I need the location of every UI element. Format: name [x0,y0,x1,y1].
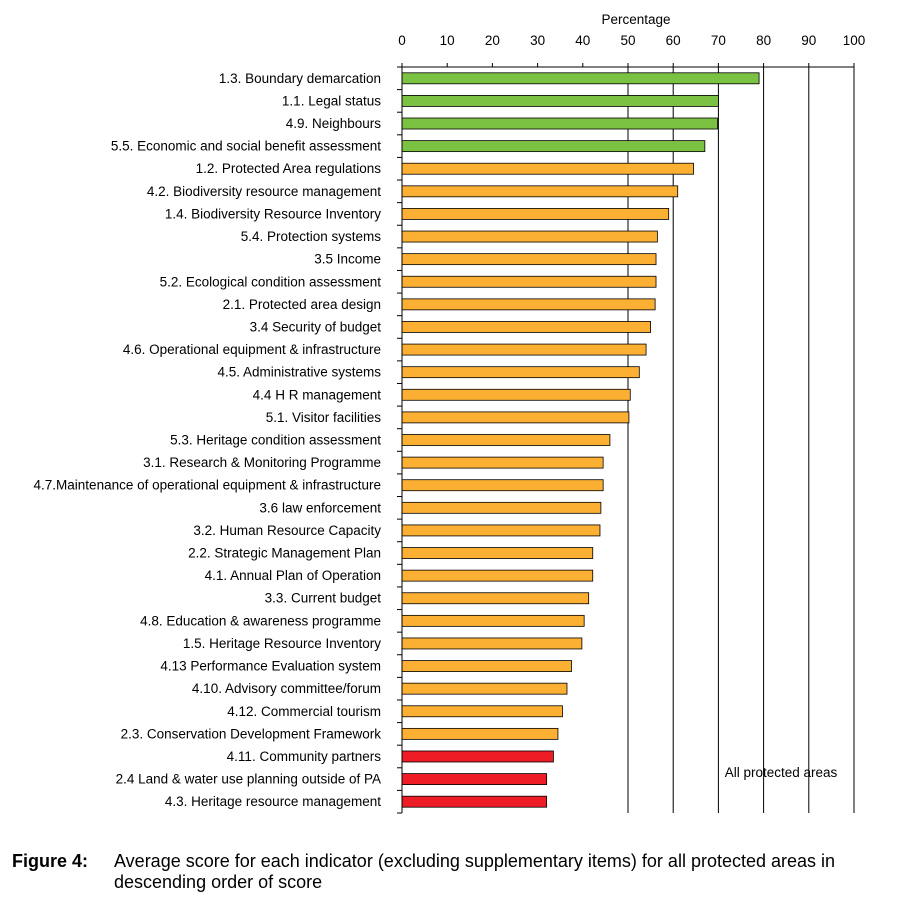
bar [401,208,670,220]
bar [401,569,594,582]
category-label: 3.2. Human Resource Capacity [193,523,381,538]
bars [401,72,760,808]
bar [401,117,718,130]
bar [401,275,657,288]
category-label: 3.4 Security of budget [250,319,382,334]
bar [401,366,640,379]
bar [401,162,694,175]
bar [401,727,559,740]
bar [401,298,656,311]
bar [401,614,585,627]
category-label: 1.1. Legal status [282,93,381,108]
bar [401,524,601,537]
x-tick-labels: 0 10 20 30 40 50 60 70 80 90 100 [398,33,865,48]
bar [401,705,563,718]
category-label: 5.3. Heritage condition assessment [170,433,381,448]
category-label: 5.4. Protection systems [241,229,382,244]
bar [401,230,658,243]
x-tick-label: 80 [756,33,771,48]
category-label: 3.5 Income [314,252,381,267]
caption-label: Figure 4: [12,851,89,871]
category-label: 4.12. Commercial tourism [227,704,381,719]
bar [401,773,548,785]
bar [401,501,602,514]
category-label: 4.11. Community partners [227,749,382,764]
bar [401,592,590,605]
bar [401,321,652,333]
bar [401,660,572,672]
category-label: 4.9. Neighbours [286,116,382,131]
x-tick-label: 70 [711,33,726,48]
category-label: 1.2. Protected Area regulations [196,161,382,176]
category-label: 4.13 Performance Evaluation system [160,659,381,674]
bar [401,343,647,356]
category-label: 2.1. Protected area design [223,297,381,312]
bar [401,253,657,266]
bar [401,434,611,446]
category-label: 2.3. Conservation Development Framework [121,726,382,741]
bar [401,547,594,559]
category-label: 1.5. Heritage Resource Inventory [183,636,381,651]
category-label: 5.5. Economic and social benefit assessm… [111,139,381,154]
category-label: 4.3. Heritage resource management [165,794,381,809]
gridlines [627,67,855,813]
category-label: 4.4 H R management [253,387,382,402]
bar [401,388,631,401]
category-label: 3.6 law enforcement [259,500,381,515]
x-tick-label: 50 [620,33,635,48]
bar [401,637,583,650]
bar [401,750,554,763]
x-tick-label: 10 [440,33,455,48]
category-label: 4.6. Operational equipment & infrastruct… [123,342,381,357]
category-label: 1.3. Boundary demarcation [219,71,381,86]
bar [401,682,568,695]
bar [401,72,760,85]
category-label: 4.7.Maintenance of operational equipment… [34,478,381,493]
bar [401,479,604,492]
caption-text: Average score for each indicator (exclud… [114,851,836,892]
axes [397,63,855,814]
category-label: 1.4. Biodiversity Resource Inventory [165,206,381,221]
chart-annotation: All protected areas [725,765,838,780]
x-axis-title: Percentage [601,12,670,27]
x-tick-label: 20 [485,33,500,48]
category-label: 3.3. Current budget [265,591,382,606]
category-label: 5.2. Ecological condition assessment [160,274,382,289]
category-label: 2.2. Strategic Management Plan [188,546,381,561]
bar [401,185,679,198]
bar [401,456,604,469]
category-label: 3.1. Research & Monitoring Programme [143,455,381,470]
x-tick-label: 30 [530,33,545,48]
bar [401,140,706,153]
category-label: 4.8. Education & awareness programme [140,613,381,628]
bar [401,795,548,808]
category-label: 4.2. Biodiversity resource management [147,184,381,199]
bar-chart: Percentage 0 10 20 30 40 50 60 70 80 90 100 1.3. B… [34,12,865,814]
x-tick-label: 40 [575,33,590,48]
x-tick-label: 60 [666,33,681,48]
category-labels: 1.3. Boundary demarcation 1.1. Legal stat… [34,71,382,809]
category-label: 2.4 Land & water use planning outside of… [116,772,381,787]
category-label: 4.1. Annual Plan of Operation [205,568,381,583]
x-tick-label: 100 [843,33,866,48]
category-label: 4.5. Administrative systems [217,365,381,380]
x-tick-label: 90 [801,33,816,48]
category-label: 4.10. Advisory committee/forum [192,681,381,696]
bar [401,411,630,424]
category-label: 5.1. Visitor facilities [266,410,382,425]
bar [401,95,719,107]
x-tick-label: 0 [398,33,406,48]
